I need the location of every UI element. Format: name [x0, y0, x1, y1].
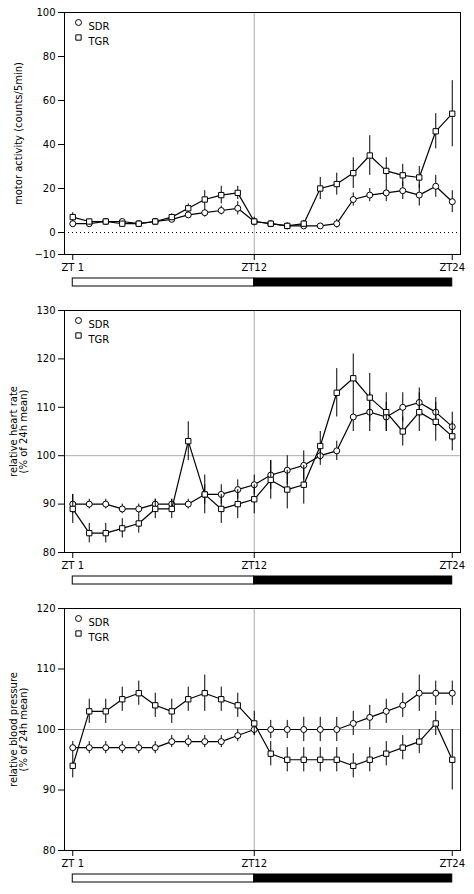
- svg-text:ZT 1: ZT 1: [62, 262, 85, 273]
- svg-text:ZT12: ZT12: [241, 858, 267, 869]
- svg-text:110: 110: [36, 663, 55, 674]
- svg-text:SDR: SDR: [89, 617, 110, 628]
- svg-text:SDR: SDR: [89, 319, 110, 330]
- svg-text:120: 120: [36, 353, 55, 364]
- svg-text:relative heart rate(% of 24h m: relative heart rate(% of 24h mean): [8, 386, 29, 477]
- svg-text:ZT 1: ZT 1: [62, 858, 85, 869]
- svg-text:90: 90: [43, 784, 56, 795]
- svg-text:100: 100: [36, 724, 55, 735]
- svg-text:130: 130: [36, 305, 55, 316]
- svg-text:motor activity (counts/5min): motor activity (counts/5min): [13, 62, 24, 205]
- svg-text:TGR: TGR: [88, 632, 110, 643]
- svg-text:100: 100: [36, 450, 55, 461]
- svg-text:SDR: SDR: [89, 21, 110, 32]
- svg-text:120: 120: [36, 603, 55, 614]
- svg-text:ZT24: ZT24: [439, 262, 465, 273]
- svg-text:60: 60: [43, 95, 56, 106]
- svg-text:90: 90: [43, 498, 56, 509]
- svg-text:110: 110: [36, 402, 55, 413]
- svg-text:20: 20: [43, 183, 56, 194]
- svg-text:relative blood pressure(% of 2: relative blood pressure(% of 24h mean): [8, 672, 29, 787]
- svg-text:−10: −10: [34, 249, 55, 260]
- svg-text:ZT24: ZT24: [439, 560, 465, 571]
- svg-text:ZT 1: ZT 1: [62, 560, 85, 571]
- svg-text:ZT12: ZT12: [241, 560, 267, 571]
- svg-text:ZT24: ZT24: [439, 858, 465, 869]
- svg-text:TGR: TGR: [88, 334, 110, 345]
- svg-text:ZT12: ZT12: [241, 262, 267, 273]
- svg-text:40: 40: [43, 139, 56, 150]
- svg-text:80: 80: [43, 845, 56, 856]
- svg-text:0: 0: [49, 227, 55, 238]
- svg-text:TGR: TGR: [88, 36, 110, 47]
- svg-text:100: 100: [36, 7, 55, 18]
- svg-text:80: 80: [43, 547, 56, 558]
- svg-text:80: 80: [43, 51, 56, 62]
